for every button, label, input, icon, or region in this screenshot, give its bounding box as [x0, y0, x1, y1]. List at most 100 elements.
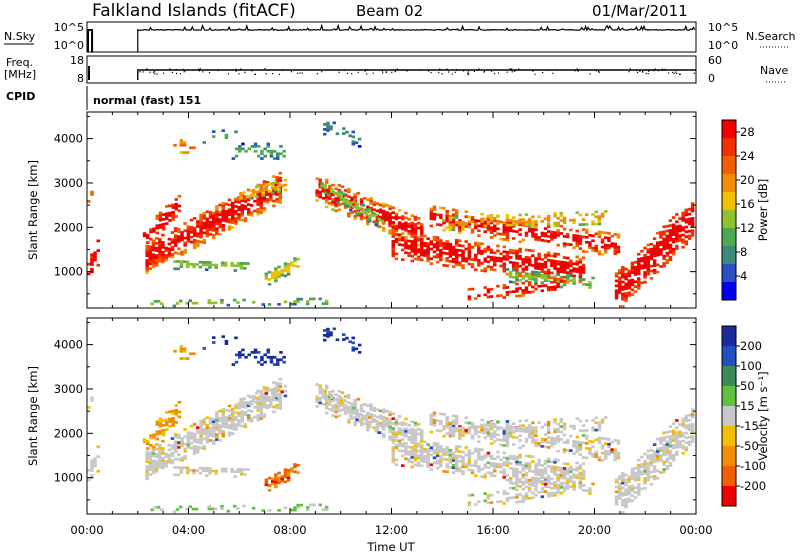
heatmap-cell — [251, 506, 256, 510]
heatmap-cell — [451, 228, 456, 232]
heatmap-cell — [334, 405, 338, 409]
heatmap-cell — [572, 236, 576, 240]
heatmap-cell — [616, 233, 621, 237]
heatmap-cell — [401, 431, 405, 434]
heatmap-cell — [467, 451, 472, 455]
heatmap-cell — [420, 223, 424, 226]
heatmap-cell — [315, 189, 319, 193]
heatmap-cell — [382, 217, 386, 220]
heatmap-cell — [659, 253, 663, 256]
heatmap-cell — [272, 381, 276, 384]
heatmap-cell — [232, 504, 237, 508]
heatmap-cell — [665, 251, 670, 255]
heatmap-cell — [359, 409, 364, 412]
heatmap-cell — [231, 424, 235, 428]
heatmap-cell — [358, 211, 362, 215]
heatmap-cell — [208, 419, 213, 423]
heatmap-cell — [668, 435, 673, 438]
heatmap-cell — [627, 281, 631, 285]
heatmap-cell — [604, 452, 608, 455]
heatmap-cell — [515, 278, 519, 282]
heatmap-cell — [351, 130, 355, 134]
heatmap-cell — [173, 349, 177, 353]
heatmap-cell — [224, 202, 229, 206]
nave-point — [152, 71, 155, 73]
heatmap-cell — [264, 391, 269, 395]
heatmap-cell — [274, 387, 278, 390]
nave-point — [364, 69, 366, 71]
heatmap-cell — [351, 336, 355, 340]
heatmap-cell — [426, 450, 430, 454]
heatmap-cell — [474, 425, 478, 428]
colorbar-tick-label: 24 — [740, 149, 755, 163]
heatmap-cell — [566, 276, 570, 280]
heatmap-cell — [275, 200, 279, 204]
heatmap-cell — [397, 422, 402, 426]
heatmap-cell — [531, 232, 535, 236]
heatmap-cell — [337, 414, 342, 418]
heatmap-cell — [480, 249, 484, 253]
heatmap-cell — [546, 271, 551, 274]
x-tick-label: 00:00 — [679, 523, 712, 537]
heatmap-cell — [224, 264, 228, 267]
heatmap-cell — [212, 216, 216, 220]
heatmap-cell — [426, 453, 430, 456]
heatmap-cell — [489, 437, 494, 440]
colorbar-segment — [722, 120, 736, 139]
heatmap-cell — [264, 483, 269, 487]
heatmap-cell — [512, 249, 516, 252]
heatmap-cell — [152, 227, 156, 231]
heatmap-cell — [562, 244, 567, 248]
heatmap-cell — [296, 300, 300, 303]
heatmap-cell — [604, 236, 608, 240]
heatmap-cell — [328, 393, 332, 396]
heatmap-cell — [149, 230, 153, 234]
heatmap-cell — [630, 487, 635, 490]
heatmap-cell — [335, 132, 340, 136]
heatmap-cell — [585, 419, 589, 422]
heatmap-cell — [537, 271, 541, 274]
heatmap-cell — [562, 485, 567, 489]
heatmap-cell — [205, 268, 209, 271]
heatmap-cell — [205, 431, 210, 434]
heatmap-cell — [321, 402, 326, 406]
heatmap-cell — [142, 234, 147, 238]
heatmap-cell — [531, 270, 535, 274]
heatmap-cell — [553, 473, 557, 476]
sky-line — [137, 23, 696, 52]
heatmap-cell — [167, 458, 172, 462]
heatmap-cell — [394, 233, 399, 236]
heatmap-cell — [277, 265, 281, 269]
heatmap-cell — [155, 420, 159, 424]
heatmap-cell — [401, 433, 405, 437]
heatmap-cell — [148, 252, 152, 256]
heatmap-cell — [512, 280, 516, 284]
heatmap-cell — [215, 229, 219, 233]
nave-point — [473, 70, 475, 72]
heatmap-cell — [454, 415, 459, 418]
heatmap-cell — [550, 238, 554, 241]
heatmap-cell — [578, 237, 583, 241]
heatmap-cell — [420, 429, 424, 432]
heatmap-cell — [391, 460, 395, 464]
heatmap-cell — [675, 445, 679, 449]
heatmap-cell — [546, 423, 551, 426]
heatmap-cell — [566, 470, 570, 473]
heatmap-cell — [477, 261, 481, 265]
heatmap-cell — [263, 147, 267, 151]
heatmap-cell — [531, 249, 535, 253]
heatmap-cell — [156, 299, 161, 303]
heatmap-cell — [637, 473, 641, 477]
heatmap-cell — [534, 225, 538, 228]
heatmap-cell — [199, 223, 203, 227]
heatmap-cell — [167, 448, 172, 452]
heatmap-cell — [499, 458, 503, 462]
heatmap-cell — [630, 489, 635, 493]
heatmap-cell — [272, 204, 276, 208]
heatmap-cell — [158, 216, 163, 219]
heatmap-cell — [690, 224, 695, 227]
heatmap-cell — [470, 452, 475, 455]
heatmap-cell — [255, 396, 259, 400]
heatmap-cell — [394, 423, 399, 427]
heatmap-cell — [237, 200, 241, 204]
